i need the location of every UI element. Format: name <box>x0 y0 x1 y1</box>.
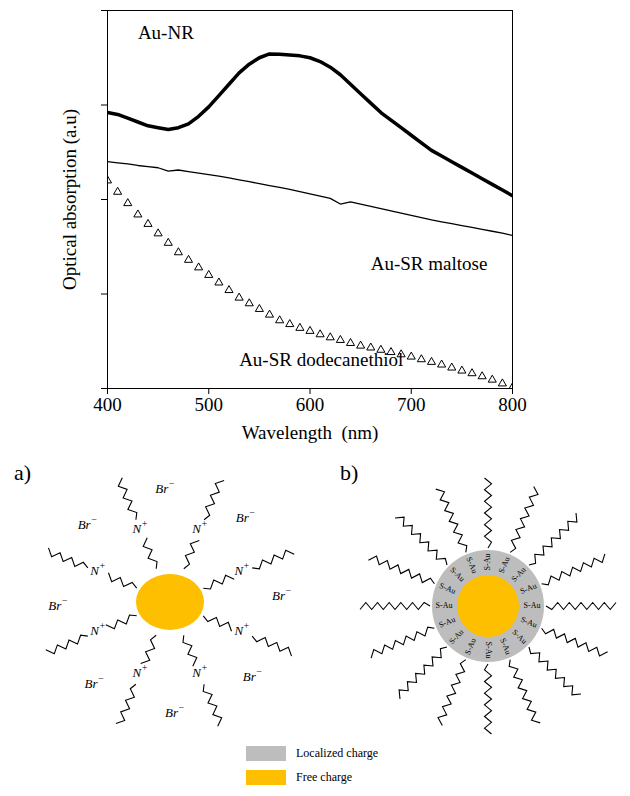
svg-text:400: 400 <box>93 394 122 415</box>
svg-text:S-Au: S-Au <box>463 637 478 656</box>
svg-text:500: 500 <box>195 394 224 415</box>
svg-text:S-Au: S-Au <box>519 615 538 630</box>
svg-text:800: 800 <box>498 394 527 415</box>
svg-text:Br−: Br− <box>48 595 68 613</box>
svg-text:600: 600 <box>296 394 325 415</box>
svg-text:700: 700 <box>397 394 426 415</box>
svg-text:N+: N+ <box>233 560 249 578</box>
svg-text:Localized charge: Localized charge <box>296 746 378 760</box>
svg-text:N+: N+ <box>233 620 249 638</box>
svg-text:Br−: Br− <box>155 478 175 496</box>
svg-text:N+: N+ <box>89 560 105 578</box>
svg-text:S-Au: S-Au <box>447 627 465 645</box>
svg-text:Au-SR dodecanethiol: Au-SR dodecanethiol <box>239 349 403 370</box>
svg-text:Au-NR: Au-NR <box>138 22 194 43</box>
svg-text:S-Au: S-Au <box>524 601 541 610</box>
svg-text:S-Au: S-Au <box>484 642 493 659</box>
svg-text:Au-SR maltose: Au-SR maltose <box>371 253 488 274</box>
svg-text:N+: N+ <box>89 620 105 638</box>
svg-text:S-Au: S-Au <box>510 627 528 645</box>
svg-text:Br−: Br− <box>236 508 256 526</box>
svg-text:Br−: Br− <box>165 702 185 720</box>
svg-text:Free charge: Free charge <box>296 770 352 784</box>
svg-text:S-Au: S-Au <box>438 581 457 596</box>
svg-text:Br−: Br− <box>78 515 98 533</box>
svg-text:N+: N+ <box>191 662 207 680</box>
svg-text:Br−: Br− <box>272 585 292 603</box>
svg-text:a): a) <box>14 460 31 485</box>
svg-text:S-Au: S-Au <box>509 565 527 583</box>
svg-text:S-Au: S-Au <box>436 601 453 610</box>
svg-text:b): b) <box>340 460 358 485</box>
svg-text:S-Au: S-Au <box>464 556 479 575</box>
svg-text:S-Au: S-Au <box>497 556 512 575</box>
svg-text:S-Au: S-Au <box>438 615 457 630</box>
svg-text:Wavelength (nm): Wavelength (nm) <box>242 422 379 444</box>
svg-text:S-Au: S-Au <box>498 637 513 656</box>
svg-text:S-Au: S-Au <box>519 581 538 596</box>
svg-text:N+: N+ <box>132 662 148 680</box>
svg-text:N+: N+ <box>132 518 148 536</box>
svg-text:S-Au: S-Au <box>448 565 466 583</box>
svg-text:Br−: Br− <box>243 666 263 684</box>
svg-text:S-Au: S-Au <box>483 554 492 571</box>
svg-text:Optical absorption (a.u): Optical absorption (a.u) <box>59 109 81 290</box>
svg-text:N+: N+ <box>191 518 207 536</box>
svg-text:Br−: Br− <box>85 673 105 691</box>
